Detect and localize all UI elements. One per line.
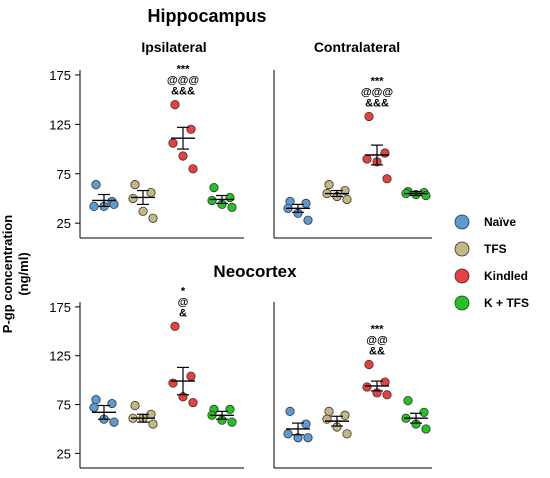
legend-marker	[454, 214, 470, 230]
data-point	[362, 382, 372, 392]
data-point	[322, 414, 332, 424]
data-point	[170, 99, 180, 110]
data-point	[227, 417, 237, 427]
significance-marker: ***	[177, 64, 191, 76]
data-point	[138, 206, 148, 216]
significance-marker: &&	[369, 345, 385, 357]
panel-4: ***@@&&	[273, 302, 432, 469]
data-point	[91, 180, 101, 190]
panel-2: ***@@@&&&	[273, 70, 432, 239]
data-point	[188, 397, 198, 408]
data-point	[342, 194, 352, 205]
data-point	[380, 148, 390, 158]
significance-marker: &&&	[171, 86, 195, 98]
data-point	[340, 410, 350, 420]
y-tick-label: 75	[57, 167, 71, 182]
data-point	[146, 187, 156, 198]
panel-1: 25 75 125 175 ***@@@&&&	[49, 64, 244, 239]
y-axis-label-line2: (ng/ml)	[16, 252, 31, 295]
data-point	[324, 406, 334, 416]
data-point	[227, 202, 237, 212]
section-title-neocortex: Neocortex	[213, 262, 297, 281]
data-point	[130, 180, 140, 190]
y-tick-label: 75	[57, 398, 71, 413]
legend-label: Naïve	[484, 215, 516, 229]
data-point	[362, 154, 372, 164]
y-tick-label: 25	[57, 216, 71, 231]
significance-marker: &&&	[365, 97, 389, 109]
data-point	[186, 124, 196, 134]
data-point	[382, 174, 392, 184]
data-point	[364, 111, 374, 122]
data-point	[109, 199, 119, 209]
data-point	[283, 429, 293, 439]
data-point	[342, 429, 352, 439]
y-axis-label: P-gp concentration (ng/ml)	[0, 215, 31, 334]
data-point	[186, 371, 196, 381]
data-point	[421, 190, 431, 201]
data-point	[303, 433, 313, 443]
data-point	[89, 201, 99, 211]
data-point	[419, 407, 429, 417]
data-point	[170, 321, 180, 332]
legend: Naïve TFS Kindled K + TFS	[454, 214, 529, 311]
data-point	[128, 193, 138, 204]
data-point	[380, 377, 390, 387]
y-tick-label: 25	[57, 446, 71, 461]
data-point	[89, 402, 99, 413]
y-tick-label: 175	[49, 68, 71, 83]
significance-marker: @	[178, 296, 189, 308]
data-point	[91, 395, 101, 405]
panel-title-contralateral: Contralateral	[314, 39, 400, 55]
data-point	[324, 180, 334, 190]
significance-marker: @@@	[167, 75, 199, 87]
data-point	[148, 213, 158, 223]
legend-label: TFS	[484, 242, 507, 256]
data-point	[109, 417, 119, 427]
section-title-hippocampus: Hippocampus	[147, 6, 266, 26]
data-point	[130, 400, 140, 411]
legend-marker	[454, 295, 470, 311]
data-point	[225, 192, 235, 203]
y-tick-label: 125	[49, 349, 71, 364]
significance-marker: @@@	[361, 86, 393, 98]
data-point	[303, 215, 313, 225]
panel-title-ipsilateral: Ipsilateral	[141, 39, 206, 55]
data-point	[421, 424, 431, 434]
significance-marker: *	[181, 285, 186, 297]
significance-marker: &	[179, 307, 187, 319]
data-point	[209, 183, 219, 193]
data-point	[168, 378, 178, 388]
legend-marker	[454, 268, 470, 284]
data-point	[285, 406, 295, 416]
significance-marker: ***	[371, 75, 385, 87]
data-point	[382, 390, 392, 400]
y-tick-label: 125	[49, 117, 71, 132]
data-point	[403, 396, 413, 406]
data-point	[168, 138, 178, 148]
data-point	[188, 164, 198, 174]
data-point	[107, 398, 117, 409]
legend-label: Kindled	[484, 269, 528, 283]
legend-label: K + TFS	[484, 296, 529, 310]
data-point	[301, 198, 311, 209]
y-axis-label-line1: P-gp concentration	[0, 215, 15, 334]
significance-marker: ***	[371, 323, 385, 335]
data-point	[301, 419, 311, 429]
legend-marker	[454, 241, 470, 257]
panel-3: 25 75 125 175 *@&	[49, 285, 244, 469]
data-point	[178, 151, 188, 161]
significance-marker: @@	[366, 334, 388, 346]
data-point	[225, 404, 235, 415]
data-point	[148, 419, 158, 429]
data-point	[364, 359, 374, 370]
data-point	[207, 195, 217, 206]
y-tick-label: 175	[49, 300, 71, 315]
